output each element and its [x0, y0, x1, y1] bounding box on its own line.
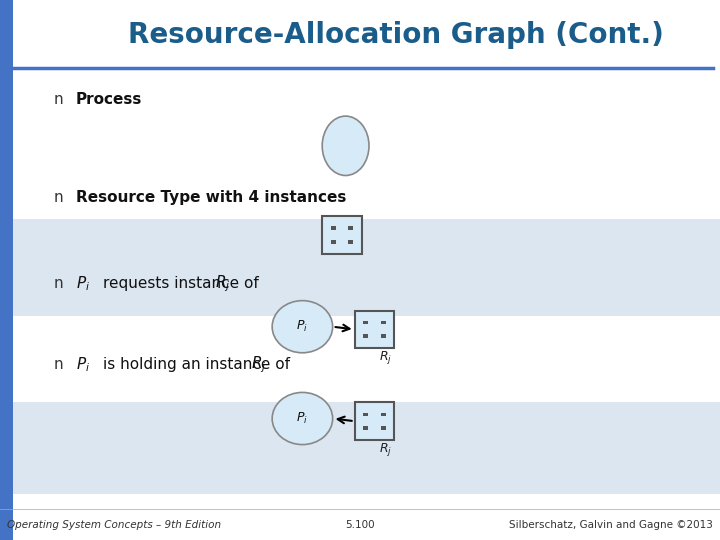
- Bar: [355, 310, 395, 348]
- Ellipse shape: [323, 116, 369, 176]
- Bar: [348, 240, 354, 244]
- Text: $R_j$: $R_j$: [379, 441, 392, 458]
- Bar: [13, 0, 720, 68]
- Bar: [355, 402, 395, 440]
- Bar: [13, 402, 720, 494]
- Bar: [13, 219, 720, 316]
- Bar: [363, 426, 368, 430]
- Text: n: n: [54, 276, 63, 291]
- Bar: [363, 413, 368, 416]
- Bar: [363, 321, 368, 325]
- Bar: [13, 65, 720, 219]
- Text: n: n: [54, 92, 63, 107]
- Bar: [381, 334, 386, 338]
- Bar: [348, 226, 354, 230]
- Text: $R_j$: $R_j$: [215, 273, 230, 294]
- Bar: [381, 426, 386, 430]
- Bar: [323, 216, 361, 254]
- Bar: [381, 413, 386, 416]
- Text: n: n: [54, 190, 63, 205]
- Bar: [330, 226, 336, 230]
- Text: $P_i$: $P_i$: [297, 411, 308, 426]
- Text: Process: Process: [76, 92, 142, 107]
- Text: n: n: [54, 357, 63, 372]
- Bar: [381, 321, 386, 325]
- Text: $R_j$: $R_j$: [379, 349, 392, 366]
- Bar: [363, 334, 368, 338]
- Text: Operating System Concepts – 9th Edition: Operating System Concepts – 9th Edition: [7, 520, 221, 530]
- Text: $P_i$: $P_i$: [76, 274, 90, 293]
- Text: $P_i$: $P_i$: [297, 319, 308, 334]
- Text: Resource Type with 4 instances: Resource Type with 4 instances: [76, 190, 346, 205]
- Ellipse shape: [272, 393, 333, 444]
- Bar: [0, 0, 13, 540]
- Ellipse shape: [272, 301, 333, 353]
- Text: requests instance of: requests instance of: [103, 276, 258, 291]
- Text: is holding an instance of: is holding an instance of: [103, 357, 290, 372]
- Bar: [13, 316, 720, 402]
- Bar: [330, 240, 336, 244]
- Text: 5.100: 5.100: [345, 520, 375, 530]
- Text: Silberschatz, Galvin and Gagne ©2013: Silberschatz, Galvin and Gagne ©2013: [509, 520, 713, 530]
- Text: Resource-Allocation Graph (Cont.): Resource-Allocation Graph (Cont.): [128, 21, 664, 49]
- Text: $R_j$: $R_j$: [251, 354, 266, 375]
- Text: $P_i$: $P_i$: [76, 355, 90, 374]
